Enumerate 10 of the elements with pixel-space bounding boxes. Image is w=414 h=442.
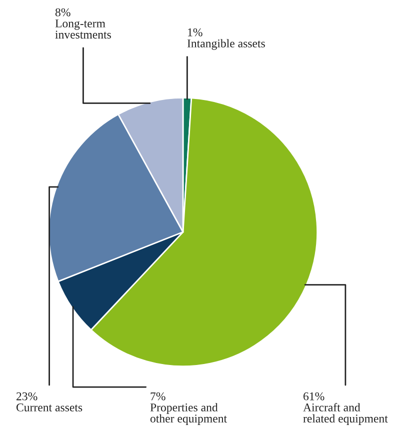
slice-label: Properties and other equipment [150, 403, 227, 425]
data-label: 23% [16, 392, 38, 400]
data-label: 61% [304, 392, 324, 400]
slice-label: Long-term investments [55, 20, 111, 39]
data-label: 1% [188, 28, 202, 36]
slice-label: Aircraft and related equipment [303, 402, 388, 425]
slice-label: Intangible assets [187, 39, 265, 50]
data-label: 8% [55, 8, 70, 16]
data-label: 7% [150, 392, 166, 400]
slice-label: Current assets [16, 403, 82, 412]
